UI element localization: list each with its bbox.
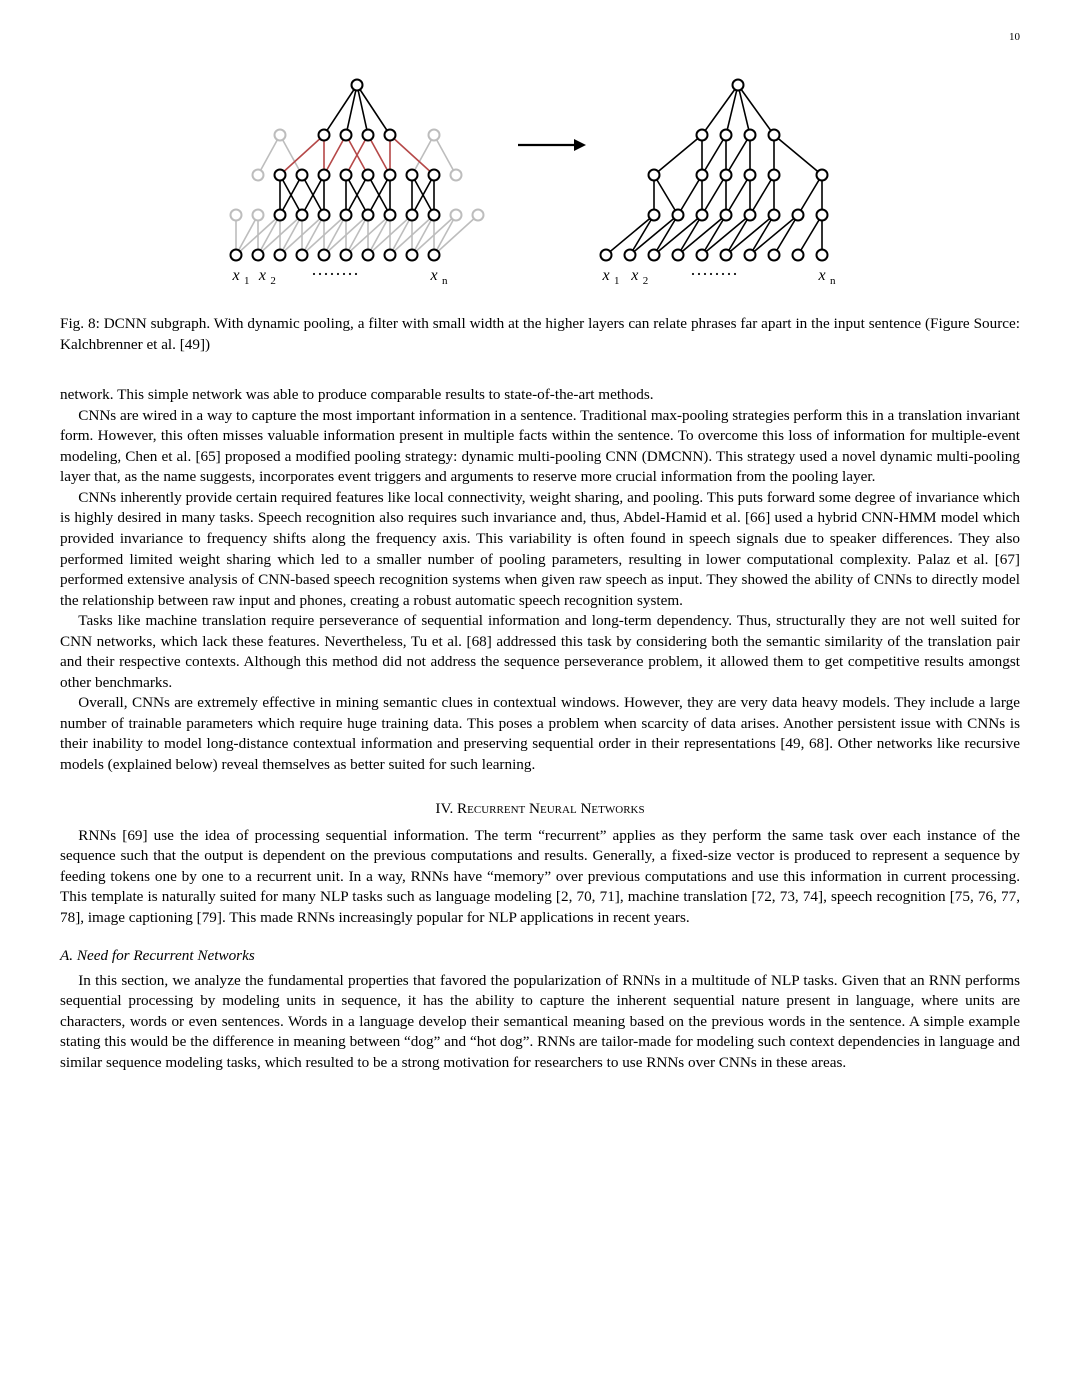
svg-text:········: ········ xyxy=(311,264,359,284)
svg-text:n: n xyxy=(442,275,448,287)
figure-8-arrow xyxy=(510,55,590,300)
subsection-heading-a: A. Need for Recurrent Networks xyxy=(60,946,1020,967)
para-6: RNNs [69] use the idea of processing seq… xyxy=(60,826,1020,929)
page-number: 10 xyxy=(60,30,1020,45)
figure-8: x1x2········xn x1x2········xn xyxy=(60,55,1020,307)
svg-text:1: 1 xyxy=(244,275,250,287)
section-iv-body: RNNs [69] use the idea of processing seq… xyxy=(60,826,1020,929)
para-5: Overall, CNNs are extremely effective in… xyxy=(60,693,1020,775)
svg-text:x: x xyxy=(430,267,438,284)
para-3: CNNs inherently provide certain required… xyxy=(60,488,1020,611)
svg-text:x: x xyxy=(817,267,825,284)
svg-text:x: x xyxy=(601,267,609,284)
svg-text:1: 1 xyxy=(614,275,620,287)
para-7: In this section, we analyze the fundamen… xyxy=(60,971,1020,1074)
svg-text:········: ········ xyxy=(690,264,738,284)
figure-8-right-graph: x1x2········xn xyxy=(594,55,864,300)
para-1: network. This simple network was able to… xyxy=(60,385,1020,406)
svg-text:x: x xyxy=(258,267,266,284)
figure-8-left-graph: x1x2········xn xyxy=(216,55,506,300)
section-heading-iv: IV. Recurrent Neural Networks xyxy=(60,799,1020,820)
figure-8-caption: Fig. 8: DCNN subgraph. With dynamic pool… xyxy=(60,314,1020,355)
para-4: Tasks like machine translation require p… xyxy=(60,611,1020,693)
svg-text:2: 2 xyxy=(271,275,277,287)
subsection-a-body: In this section, we analyze the fundamen… xyxy=(60,971,1020,1074)
para-2: CNNs are wired in a way to capture the m… xyxy=(60,406,1020,488)
svg-text:n: n xyxy=(830,275,836,287)
svg-text:x: x xyxy=(630,267,638,284)
body-text: network. This simple network was able to… xyxy=(60,385,1020,775)
svg-text:2: 2 xyxy=(643,275,649,287)
svg-text:x: x xyxy=(232,267,240,284)
